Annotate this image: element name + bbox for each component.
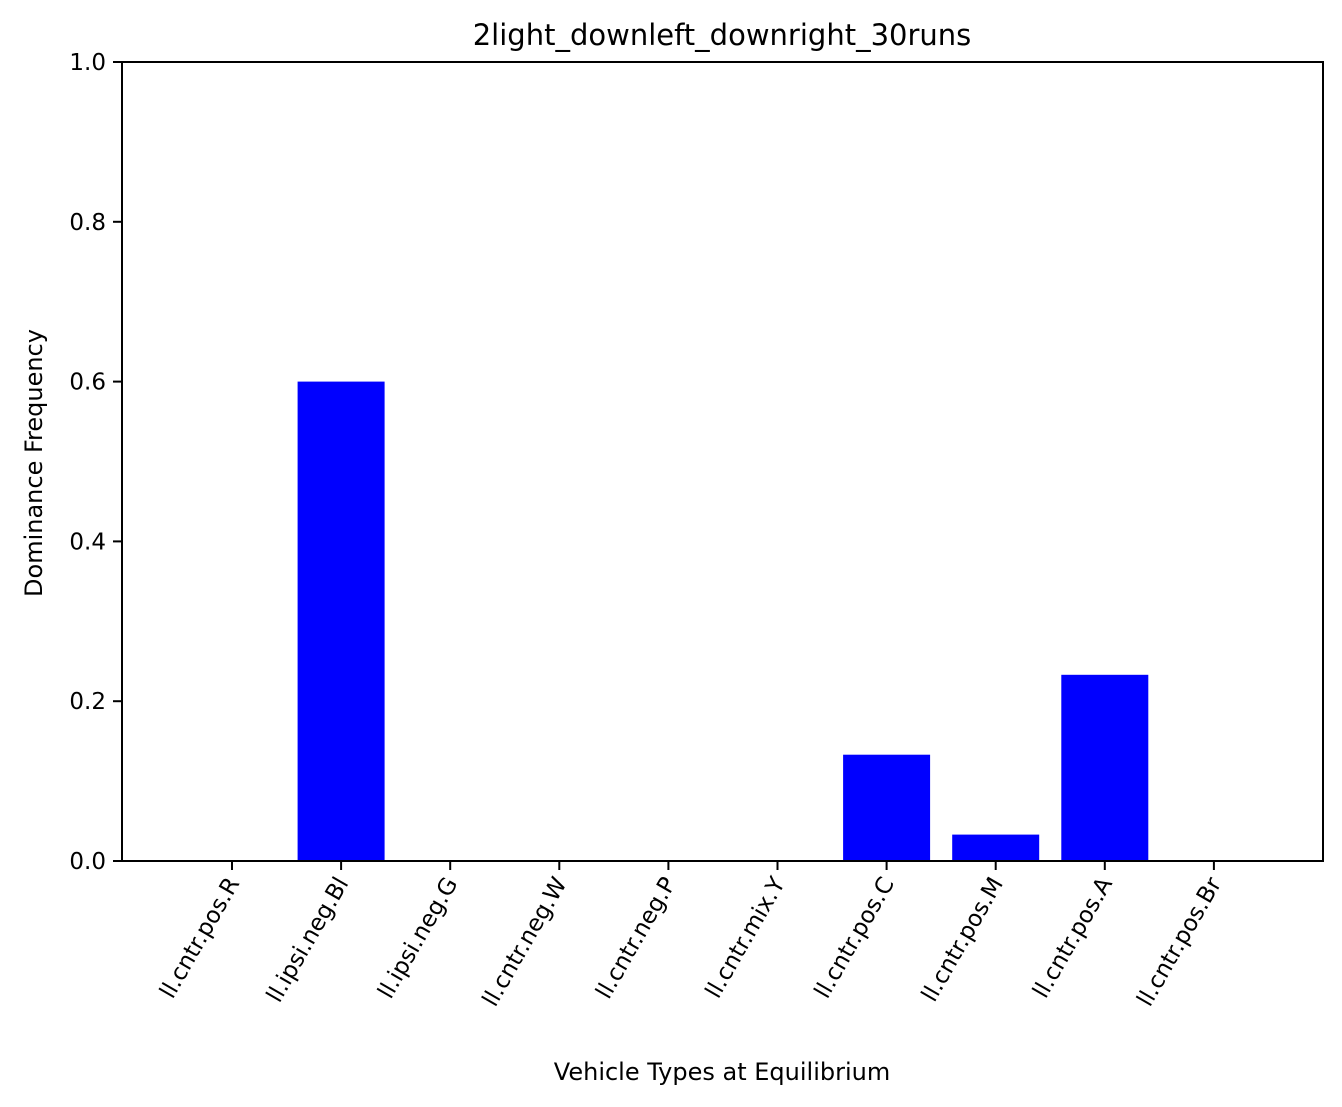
bar [843,754,931,861]
x-tick-label: ll.cntr.pos.A [1028,873,1118,1003]
bar [1061,674,1149,861]
y-tick-label: 0.6 [69,370,106,396]
y-tick-label: 0.4 [69,529,106,555]
x-tick-label: ll.cntr.pos.M [917,873,1009,1006]
x-axis-label: Vehicle Types at Equilibrium [554,1058,890,1086]
y-axis-label: Dominance Frequency [20,329,48,597]
x-tick-label: ll.cntr.pos.R [155,873,245,1003]
bar [297,381,385,861]
x-tick-label: ll.cntr.mix.Y [701,872,791,1003]
x-axis: ll.cntr.pos.R ll.ipsi.neg.Bl ll.ipsi.neg.G… [155,861,1227,1011]
chart-title: 2light_downleft_downright_30runs [473,18,972,52]
bar [952,834,1040,861]
x-tick-label: ll.ipsi.neg.Bl [262,873,354,1007]
x-tick-label: ll.cntr.pos.C [810,873,900,1003]
x-tick-label: ll.cntr.neg.P [591,873,681,1003]
plot-frame [121,61,1324,862]
y-axis: 0.0 0.2 0.4 0.6 0.8 1.0 [69,50,122,875]
x-tick-label: ll.ipsi.neg.G [373,873,463,1003]
x-tick-label: ll.cntr.neg.W [478,873,573,1011]
y-tick-label: 0.0 [69,849,106,875]
bars-group [297,381,1149,861]
x-tick-label: ll.cntr.pos.Br [1132,873,1227,1011]
y-tick-label: 0.8 [69,210,106,236]
y-tick-label: 0.2 [69,689,106,715]
y-tick-label: 1.0 [69,50,106,76]
